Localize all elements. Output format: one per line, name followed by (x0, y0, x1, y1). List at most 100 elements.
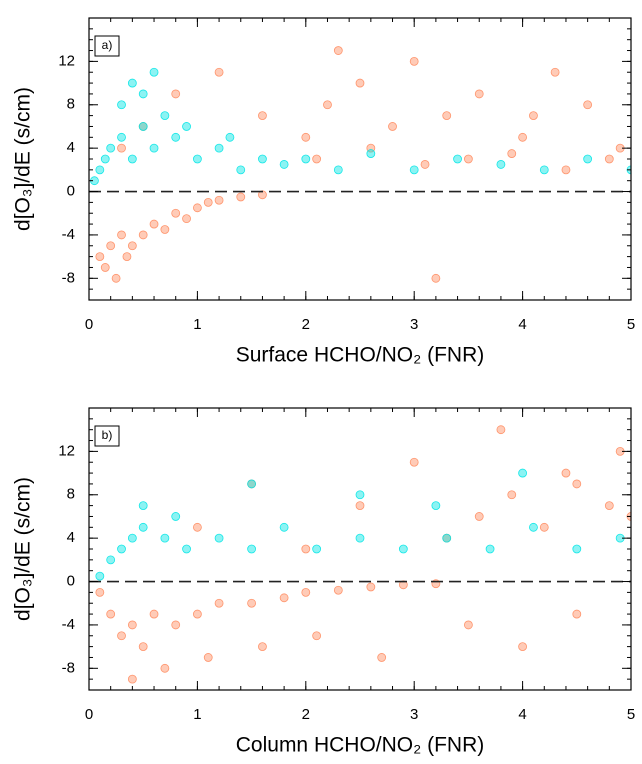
y-tick-label: -4 (62, 226, 75, 243)
point (106, 609, 116, 619)
x-tick-label: 2 (302, 706, 310, 723)
panel-label: a) (102, 38, 113, 52)
x-tick-label: 5 (627, 316, 635, 333)
plot-area (95, 425, 631, 684)
y-tick-label: 4 (67, 139, 75, 156)
point (409, 56, 419, 66)
point (258, 642, 267, 652)
point (247, 479, 257, 489)
point (398, 544, 408, 554)
point (111, 273, 121, 283)
point (572, 609, 582, 619)
point (160, 225, 170, 234)
frame (88, 17, 632, 301)
point (127, 78, 137, 88)
point (388, 122, 397, 131)
x-axis-label: Column HCHO/NO₂ (FNR) (236, 734, 485, 757)
y-tick-label: 12 (58, 52, 75, 69)
point (604, 501, 614, 511)
point (258, 111, 267, 121)
point (507, 149, 517, 158)
point (171, 512, 181, 521)
point (171, 132, 181, 142)
point (236, 165, 246, 175)
point (518, 468, 527, 478)
point (279, 593, 289, 603)
y-tick-label: 4 (67, 529, 75, 546)
y-tick-label: 0 (67, 573, 75, 590)
point (117, 143, 126, 153)
panel-label-box (94, 35, 120, 57)
point (442, 111, 452, 121)
point (301, 132, 311, 142)
x-tick-label: 4 (518, 706, 526, 723)
point (214, 195, 224, 205)
point (171, 620, 181, 630)
point (138, 522, 148, 532)
x-tick-label: 1 (193, 316, 201, 333)
point (127, 674, 137, 684)
point (100, 154, 110, 164)
point (214, 67, 224, 77)
point (561, 468, 571, 478)
point (138, 230, 148, 240)
point (225, 132, 235, 142)
point (518, 132, 527, 142)
point (258, 154, 267, 164)
point (312, 544, 322, 554)
point (409, 457, 419, 467)
point (355, 490, 365, 500)
point (127, 620, 137, 630)
point (149, 143, 159, 153)
point (507, 490, 517, 500)
point (323, 100, 332, 110)
y-tick-label: 8 (67, 96, 75, 113)
y-tick-label: -8 (62, 659, 75, 676)
x-tick-label: 0 (85, 316, 93, 333)
point (117, 544, 126, 554)
point (366, 582, 376, 592)
point (171, 89, 181, 99)
point (214, 598, 224, 608)
y-tick-label: 8 (67, 486, 75, 503)
point (182, 544, 191, 554)
point (100, 263, 110, 272)
point (529, 111, 538, 121)
point (106, 143, 116, 153)
x-tick-label: 2 (302, 316, 310, 333)
y-tick-label: -8 (62, 269, 75, 286)
point (583, 100, 593, 110)
y-tick-label: 0 (67, 183, 75, 200)
point (247, 598, 257, 608)
point (333, 46, 343, 55)
point (149, 219, 159, 229)
point (496, 160, 506, 169)
point (279, 160, 289, 169)
panel-label: b) (102, 428, 113, 442)
point (431, 273, 441, 283)
point (214, 143, 224, 153)
point (301, 587, 311, 597)
point (236, 192, 246, 202)
point (182, 122, 191, 131)
plot-area (90, 46, 631, 283)
point (366, 149, 376, 158)
point (160, 111, 170, 121)
point (95, 587, 105, 597)
point (160, 663, 170, 673)
point (160, 533, 170, 543)
point (453, 154, 462, 164)
point (95, 571, 105, 581)
point (572, 544, 582, 554)
y-tick-label: -4 (62, 616, 75, 633)
point (561, 165, 571, 175)
point (138, 642, 148, 652)
x-axis-label: Surface HCHO/NO₂ (FNR) (236, 344, 485, 367)
point (529, 522, 538, 532)
point (106, 555, 116, 565)
point (203, 653, 213, 662)
point (539, 165, 549, 175)
x-tick-label: 3 (410, 706, 418, 723)
point (377, 653, 387, 662)
point (583, 154, 593, 164)
